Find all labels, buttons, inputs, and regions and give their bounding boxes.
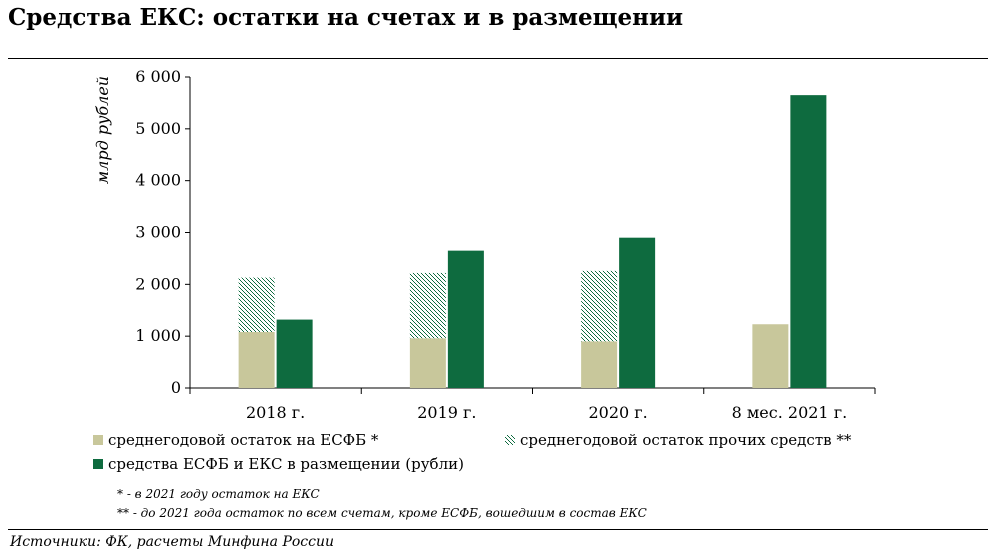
x-tick-label: 2020 г.: [588, 403, 647, 422]
legend-label-2: среднегодовой остаток прочих средств **: [520, 431, 852, 449]
source-note: Источники: ФК, расчеты Минфина России: [10, 534, 335, 550]
bar-esfb-average: [238, 332, 275, 388]
legend-swatch-1: [93, 435, 103, 445]
footnote-1: * - в 2021 году остаток на ЕКС: [117, 487, 320, 501]
y-tick-label: 1 000: [135, 326, 181, 345]
legend-swatch-2: [505, 435, 515, 445]
bar-other-average: [581, 270, 618, 342]
plot-group: 0 1 000 2 000 3 000 4 000 5 000 6 000 млрд рубл…: [93, 67, 876, 422]
y-axis-label: млрд рублей: [93, 76, 112, 184]
y-tick-label: 3 000: [135, 223, 181, 242]
legend-label-3: средства ЕСФБ и ЕКС в размещении (рубли): [108, 455, 464, 473]
x-tick-label: 2018 г.: [246, 403, 305, 422]
bar-other-average: [238, 277, 275, 333]
bar-other-average: [409, 272, 446, 339]
bar-esfb-average: [752, 324, 789, 388]
x-tick-label: 8 мес. 2021 г.: [732, 403, 848, 422]
x-tick-label: 2019 г.: [417, 403, 476, 422]
y-tick-label: 0: [171, 378, 181, 397]
chart-area: 0 1 000 2 000 3 000 4 000 5 000 6 000 млрд рубл…: [93, 67, 876, 473]
footnotes: * - в 2021 году остаток на ЕКС ** - до 2…: [117, 485, 647, 523]
legend-label-1: среднегодовой остаток на ЕСФБ *: [108, 431, 379, 449]
legend: среднегодовой остаток на ЕСФБ * среднегод…: [93, 431, 852, 473]
source-divider: [8, 529, 988, 530]
y-tick-label: 5 000: [135, 119, 181, 138]
bar-esfb-average: [581, 341, 618, 388]
bar-placement: [447, 250, 484, 388]
bar-placement: [619, 237, 656, 388]
bar-placement: [790, 95, 827, 389]
bar-placement: [276, 319, 313, 388]
chart-title: Средства ЕКС: остатки на счетах и в разм…: [8, 4, 684, 31]
y-tick-label: 4 000: [135, 171, 181, 190]
bar-esfb-average: [409, 338, 446, 388]
title-divider: [8, 58, 988, 59]
y-tick-label: 6 000: [135, 67, 181, 86]
y-tick-label: 2 000: [135, 274, 181, 293]
legend-swatch-3: [93, 459, 103, 469]
footnote-2: ** - до 2021 года остаток по всем счетам…: [117, 506, 647, 520]
